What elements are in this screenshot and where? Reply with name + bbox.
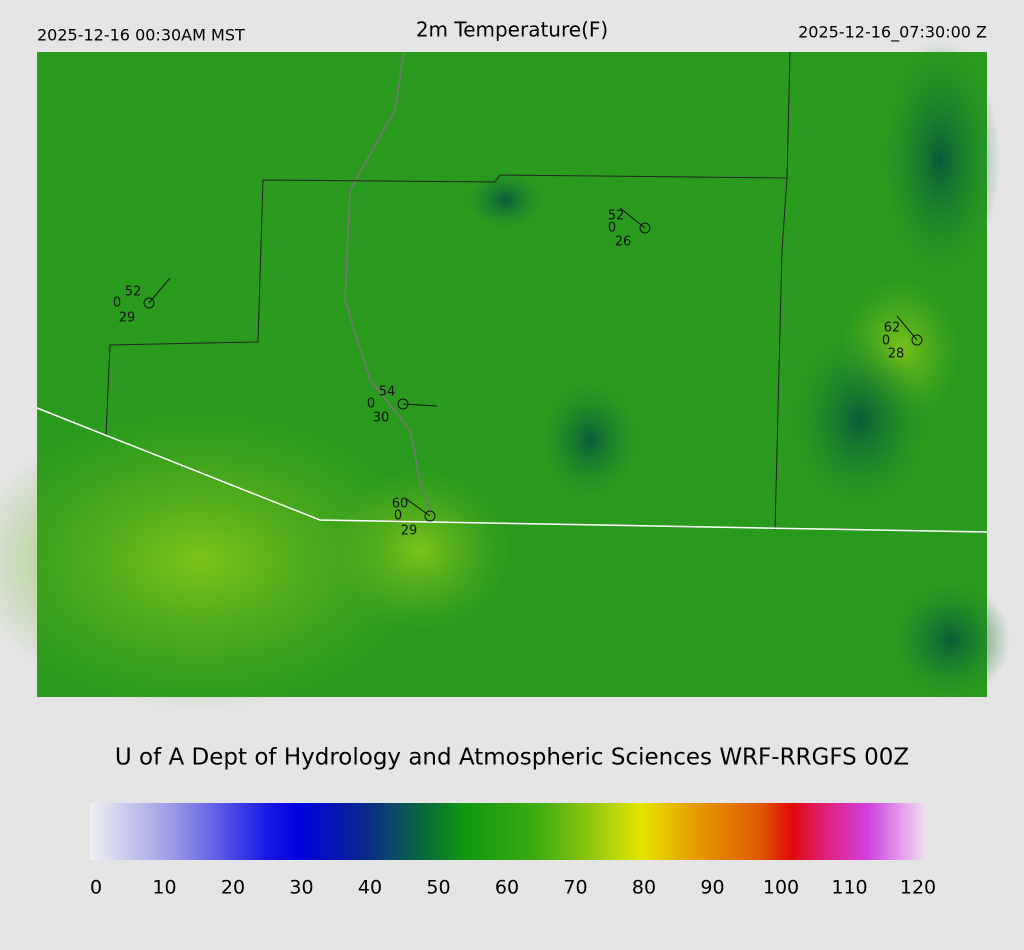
colorbar-tick-label: 120 (900, 877, 936, 899)
station-value: 0 (113, 296, 121, 311)
state-border (36, 407, 988, 533)
dewpoint: 30 (373, 411, 390, 426)
temperature: 62 (884, 321, 901, 336)
river (344, 51, 433, 516)
credit: U of A Dept of Hydrology and Atmospheric… (115, 745, 909, 771)
local-time: 2025-12-16 00:30AM MST (37, 26, 245, 45)
colorbar-tick-label: 80 (632, 877, 656, 899)
county-border (105, 51, 791, 531)
temperature: 52 (608, 209, 625, 224)
cold-area (540, 380, 640, 500)
cold-area (790, 330, 930, 510)
station-value: 0 (608, 221, 616, 236)
warm-area (330, 470, 510, 630)
station-circle (143, 297, 155, 309)
colorbar-tick-label: 70 (563, 877, 587, 899)
warm-area (0, 410, 430, 710)
colorbar-tick-label: 110 (831, 877, 867, 899)
dewpoint: 28 (888, 347, 905, 362)
colorbar-tick-label: 0 (90, 877, 102, 899)
station-circle (639, 222, 651, 234)
colorbar-ticks: 0 10 20 30 40 50 60 70 80 90 100 110 120 (90, 877, 936, 899)
colorbar (90, 803, 926, 860)
colorbar-tick-label: 90 (700, 877, 724, 899)
colorbar-tick-label: 60 (495, 877, 519, 899)
temperature: 52 (125, 285, 142, 300)
map (0, 40, 1010, 710)
temperature: 60 (392, 497, 409, 512)
utc-time: 2025-12-16_07:30:00 Z (798, 23, 987, 43)
cold-area (890, 580, 1010, 700)
colorbar-tick-label: 20 (221, 877, 245, 899)
cold-area (465, 170, 545, 230)
colorbar-tick-label: 30 (289, 877, 313, 899)
dewpoint: 29 (401, 524, 418, 539)
station-value: 0 (882, 334, 890, 349)
wind-barb (402, 403, 438, 407)
colorbar-tick-label: 100 (763, 877, 799, 899)
temperature: 54 (379, 385, 396, 400)
station-value: 0 (394, 509, 402, 524)
colorbar-tick-label: 50 (426, 877, 450, 899)
dewpoint: 26 (615, 235, 632, 250)
station-circle (397, 398, 409, 410)
colorbar-tick-label: 40 (358, 877, 382, 899)
station-circle (911, 334, 923, 346)
colorbar-tick-label: 10 (152, 877, 176, 899)
cold-area (880, 40, 1000, 280)
station-value: 0 (367, 397, 375, 412)
station-circle (424, 510, 436, 522)
dewpoint: 29 (119, 311, 136, 326)
map-title: 2m Temperature(F) (416, 18, 608, 42)
